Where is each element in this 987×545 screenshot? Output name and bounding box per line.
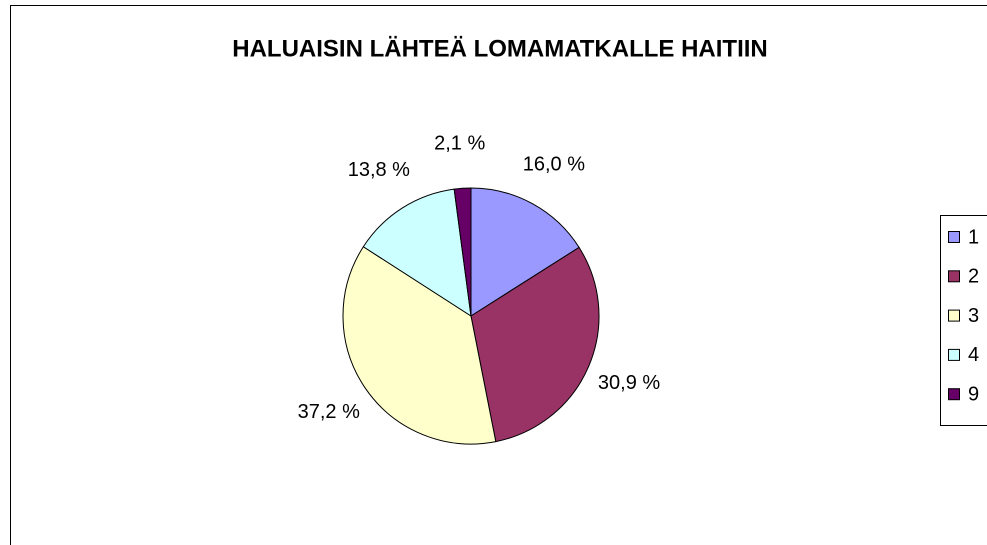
pie-slice bbox=[342, 246, 497, 445]
legend-swatch bbox=[948, 231, 960, 243]
legend-label: 9 bbox=[968, 383, 979, 405]
data-label: 2,1 % bbox=[434, 133, 485, 155]
data-label: 13,8 % bbox=[348, 159, 410, 181]
pie-slice bbox=[470, 187, 580, 317]
legend-label: 1 bbox=[968, 226, 979, 248]
legend-label: 2 bbox=[968, 266, 979, 288]
legend-swatch bbox=[948, 270, 960, 283]
pie-slice bbox=[362, 188, 472, 318]
data-label: 30,9 % bbox=[598, 372, 660, 394]
data-label: 37,2 % bbox=[298, 401, 360, 423]
pie-slice bbox=[470, 246, 600, 443]
legend-label: 3 bbox=[968, 305, 979, 327]
legend-box bbox=[940, 215, 987, 426]
legend-swatch bbox=[948, 309, 960, 322]
chart-title: HALUAISIN LÄHTEÄ LOMAMATKALLE HAITIIN bbox=[232, 35, 768, 62]
pie-slice bbox=[453, 187, 472, 317]
legend-swatch bbox=[948, 388, 960, 401]
data-label: 16,0 % bbox=[523, 154, 585, 176]
legend-swatch bbox=[948, 348, 960, 361]
legend-label: 4 bbox=[968, 344, 979, 366]
